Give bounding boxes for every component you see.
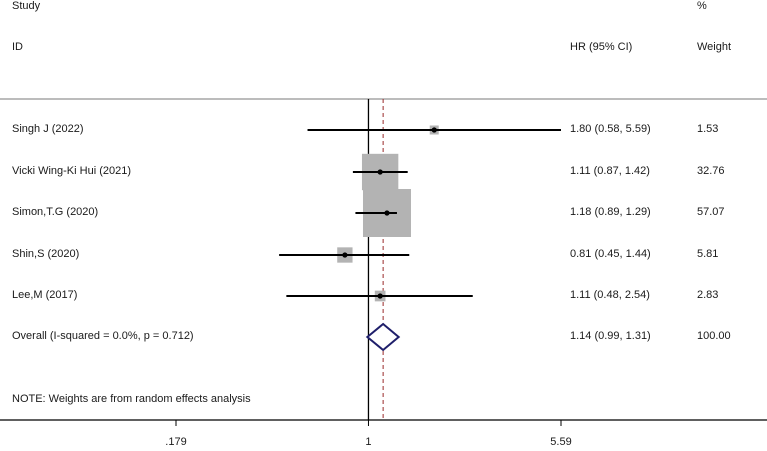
x-tick-label: 1 (365, 436, 372, 448)
overall-diamond (365, 322, 401, 352)
row-study-label: Lee,M (2017) (12, 289, 78, 301)
point-estimate (342, 252, 348, 258)
row-ci-text: 1.11 (0.48, 2.54) (570, 289, 650, 301)
x-tick-label: .179 (165, 436, 187, 448)
header-percent: % (697, 0, 707, 12)
row-ci-text: 1.80 (0.58, 5.59) (570, 123, 651, 135)
x-tick-label: 5.59 (550, 436, 572, 448)
header-hr: HR (95% CI) (570, 41, 633, 53)
overall-weight: 100.00 (697, 330, 731, 342)
row-study-label: Shin,S (2020) (12, 248, 80, 260)
header-weight: Weight (697, 41, 732, 53)
row-weight-value: 2.83 (697, 289, 719, 301)
overall-label: Overall (I-squared = 0.0%, p = 0.712) (12, 330, 194, 342)
row-weight-value: 5.81 (697, 248, 719, 260)
header-study: Study (12, 0, 41, 12)
point-estimate (377, 169, 383, 175)
weights-note: NOTE: Weights are from random effects an… (12, 393, 251, 405)
row-weight-value: 32.76 (697, 165, 725, 177)
point-estimate (431, 127, 437, 133)
point-estimate (384, 210, 390, 216)
header-id: ID (12, 41, 23, 53)
row-weight-value: 1.53 (697, 123, 719, 135)
row-study-label: Vicki Wing-Ki Hui (2021) (12, 165, 132, 177)
row-weight-value: 57.07 (697, 206, 725, 218)
point-estimate (377, 293, 383, 299)
row-ci-text: 0.81 (0.45, 1.44) (570, 248, 651, 260)
row-study-label: Simon,T.G (2020) (12, 206, 99, 218)
row-ci-text: 1.18 (0.89, 1.29) (570, 206, 651, 218)
row-study-label: Singh J (2022) (12, 123, 84, 135)
overall-ci-text: 1.14 (0.99, 1.31) (570, 330, 651, 342)
row-ci-text: 1.11 (0.87, 1.42) (570, 165, 650, 177)
